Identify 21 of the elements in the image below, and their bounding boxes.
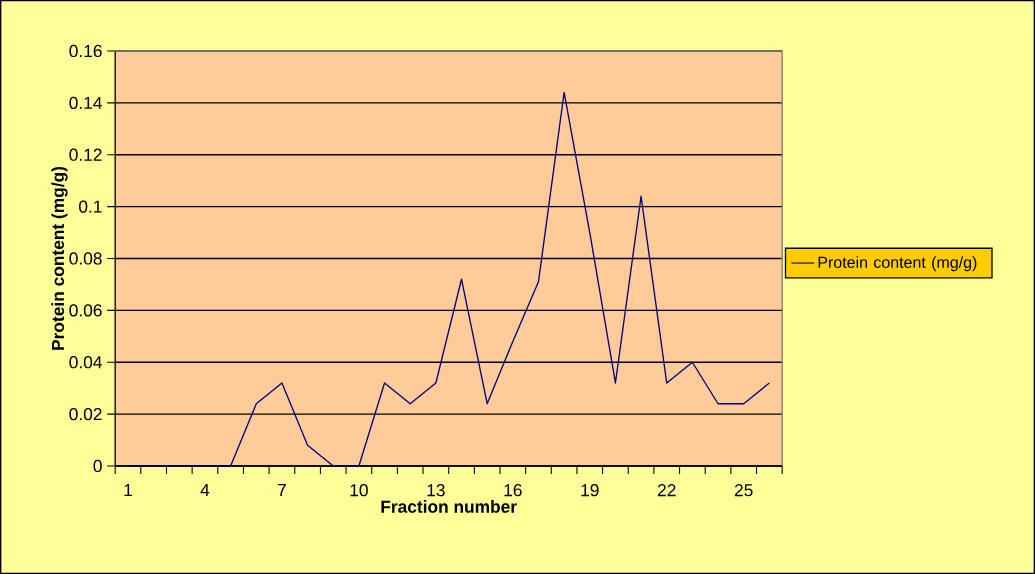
x-axis-title: Fraction number [381,500,517,513]
y-tick-label: 0 [93,459,102,473]
y-tick-label: 0.08 [69,252,102,265]
y-tick-label: 0.06 [69,304,102,317]
x-tick-label: 10 [350,484,368,497]
x-tick-label: 7 [278,484,286,496]
x-tick-label: 1 [124,484,132,496]
x-tick-label: 16 [504,484,522,497]
y-tick-label: 0.1 [79,200,102,213]
y-tick-label: 0.12 [69,148,102,161]
y-tick-label: 0.02 [69,407,102,421]
legend-label: Protein content (mg/g) [818,256,977,272]
y-tick-label: 0.16 [69,44,102,58]
y-tick-label: 0.14 [69,96,102,109]
y-axis-title: Protein content (mg/g) [51,166,68,350]
x-tick-label: 25 [734,484,753,497]
x-tick-label: 19 [581,484,599,497]
x-tick-label: 4 [200,484,210,496]
x-tick-label: 13 [427,484,445,497]
x-tick-label: 22 [657,484,676,497]
y-tick-label: 0.04 [69,356,102,369]
